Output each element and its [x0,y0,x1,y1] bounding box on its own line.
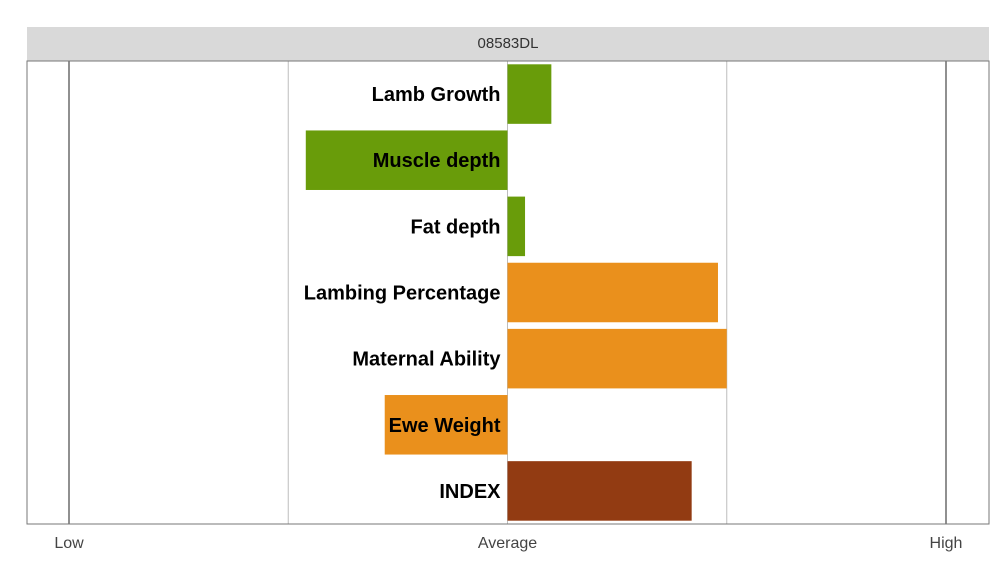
bar-6 [507,461,692,521]
category-label-3: Lambing Percentage [304,283,501,305]
x-tick-label-1: Average [478,535,537,552]
x-tick-label-0: Low [54,535,84,552]
bar-4 [507,328,727,389]
panel-border [26,60,990,525]
bar-3 [507,262,718,323]
category-label-1: Muscle depth [373,150,501,172]
chart-title: 08583DL [477,35,539,52]
category-label-0: Lamb Growth [372,84,501,106]
category-label-5: Ewe Weight [389,415,501,437]
facet-strip: 08583DL [27,27,989,61]
bar-5 [384,395,508,455]
bar-0 [507,64,552,124]
category-label-2: Fat depth [411,216,501,238]
bar-1 [305,130,508,190]
category-label-6: INDEX [439,481,501,503]
category-label-4: Maternal Ability [352,349,501,371]
x-tick-label-2: High [930,535,963,552]
bar-2 [507,196,526,257]
